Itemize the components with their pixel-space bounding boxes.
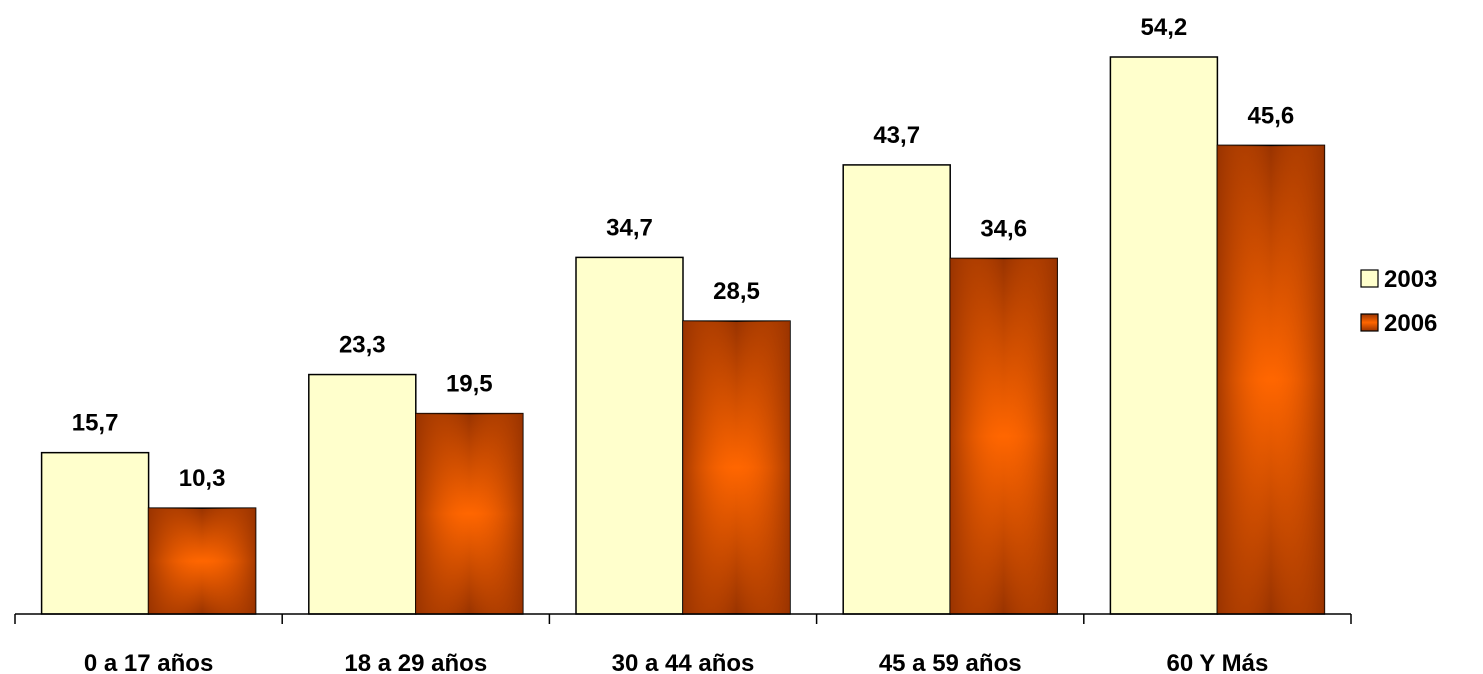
data-label: 34,6 — [980, 215, 1027, 242]
bar-2006-shade — [148, 508, 256, 614]
x-tick-label: 0 a 17 años — [84, 650, 213, 674]
bar-2006-shade — [415, 413, 523, 614]
bar-2003 — [40, 451, 150, 615]
data-label: 45,6 — [1248, 102, 1295, 129]
x-tick-label: 60 Y Más — [1166, 650, 1268, 674]
data-label: 54,2 — [1141, 14, 1188, 41]
bar-2003 — [842, 164, 951, 615]
bars-group — [40, 56, 1326, 615]
data-label: 34,7 — [606, 214, 653, 241]
legend-label: 2003 — [1384, 266, 1437, 293]
x-axis: 0 a 17 años 18 a 29 años 30 a 44 años 45 a … — [14, 613, 1352, 674]
bar-2003 — [575, 256, 684, 615]
data-label: 28,5 — [713, 278, 760, 305]
legend: 2003 2006 — [1360, 266, 1437, 337]
legend-swatch-2006 — [1360, 313, 1379, 332]
data-label: 10,3 — [179, 465, 226, 492]
x-tick-label: 30 a 44 años — [612, 650, 755, 674]
data-label: 23,3 — [339, 332, 386, 359]
data-label: 19,5 — [446, 371, 493, 398]
data-labels-group: 15,7 10,3 23,3 19,5 34,7 28,5 43,7 34,6 54,2 45,6 — [72, 14, 1295, 492]
data-label: 43,7 — [873, 122, 920, 149]
bar-2006-shade — [950, 258, 1058, 614]
legend-label: 2006 — [1384, 310, 1437, 337]
bar-2006-shade — [1217, 145, 1325, 615]
bar-2003 — [308, 373, 417, 615]
x-tick-label: 45 a 59 años — [879, 650, 1022, 674]
x-tick-label: 18 a 29 años — [344, 650, 487, 674]
bar-2006-shade — [683, 321, 790, 614]
data-label: 15,7 — [72, 410, 119, 437]
legend-swatch-2003 — [1360, 269, 1379, 288]
bar-2003 — [1109, 56, 1219, 615]
